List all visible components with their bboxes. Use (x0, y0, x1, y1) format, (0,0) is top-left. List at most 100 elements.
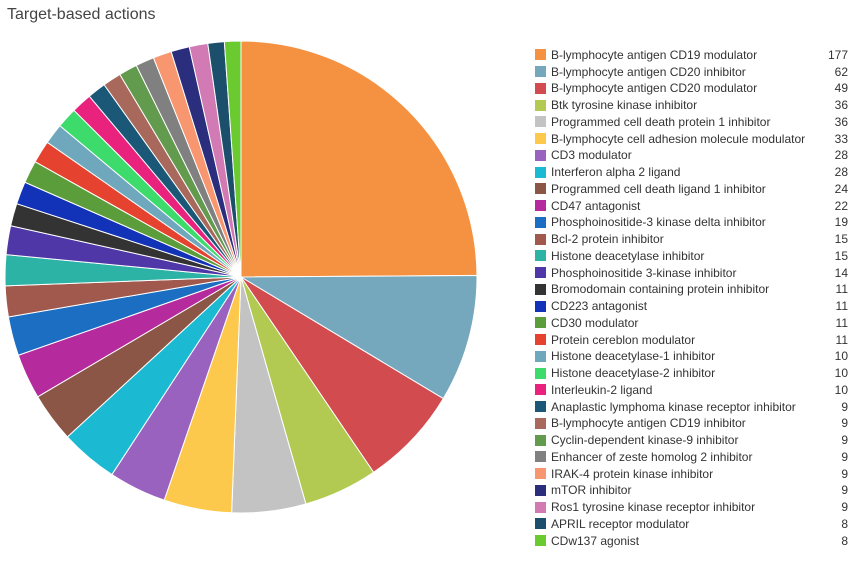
legend-item[interactable]: Bromodomain containing protein inhibitor… (535, 281, 848, 298)
legend-item[interactable]: CD3 modulator 28 (535, 147, 848, 164)
legend-item[interactable]: Histone deacetylase inhibitor 15 (535, 248, 848, 265)
legend-value: 15 (834, 232, 848, 247)
legend-swatch (535, 49, 546, 61)
chart-title: Target-based actions (7, 6, 156, 23)
legend-item[interactable]: Phosphoinositide 3-kinase inhibitor 14 (535, 264, 848, 281)
legend-item[interactable]: B-lymphocyte antigen CD20 inhibitor 62 (535, 63, 848, 80)
legend-label: APRIL receptor modulator (551, 516, 690, 531)
pie-slice[interactable] (223, 40, 242, 278)
legend-label: CD47 antagonist (551, 198, 641, 213)
legend-value: 9 (841, 399, 848, 414)
legend-label: CD3 modulator (551, 148, 632, 163)
legend-value: 9 (841, 466, 848, 481)
legend-value: 19 (834, 215, 848, 230)
legend-swatch (535, 283, 546, 295)
legend-item[interactable]: Programmed cell death protein 1 inhibito… (535, 114, 848, 131)
legend-value: 28 (834, 148, 848, 163)
legend-item[interactable]: Interleukin-2 ligand 10 (535, 382, 848, 399)
legend-swatch (535, 200, 546, 212)
legend-item[interactable]: B-lymphocyte antigen CD20 modulator 49 (535, 80, 848, 97)
legend-item[interactable]: Programmed cell death ligand 1 inhibitor… (535, 181, 848, 198)
legend-label: B-lymphocyte antigen CD20 inhibitor (551, 64, 746, 79)
legend-label: mTOR inhibitor (551, 483, 632, 498)
legend-item[interactable]: CD47 antagonist 22 (535, 197, 848, 214)
legend-item[interactable]: Protein cereblon modulator 11 (535, 331, 848, 348)
legend-value: 11 (835, 299, 848, 314)
legend-swatch (535, 133, 546, 145)
legend-item[interactable]: mTOR inhibitor 9 (535, 482, 848, 499)
legend-item[interactable]: Histone deacetylase-2 inhibitor 10 (535, 365, 848, 382)
legend-label: Histone deacetylase-2 inhibitor (551, 366, 716, 381)
legend-label: Phosphoinositide 3-kinase inhibitor (551, 265, 737, 280)
legend-swatch (535, 535, 546, 547)
legend-value: 36 (834, 114, 848, 129)
legend-item[interactable]: Cyclin-dependent kinase-9 inhibitor 9 (535, 432, 848, 449)
legend-item[interactable]: B-lymphocyte antigen CD19 inhibitor 9 (535, 415, 848, 432)
legend-value: 10 (834, 366, 848, 381)
legend-swatch (535, 99, 546, 111)
pie-chart (4, 40, 478, 514)
legend-item[interactable]: B-lymphocyte antigen CD19 modulator 177 (535, 47, 848, 64)
legend-value: 33 (834, 131, 848, 146)
legend-item[interactable]: Histone deacetylase-1 inhibitor 10 (535, 348, 848, 365)
legend-label: Ros1 tyrosine kinase receptor inhibitor (551, 500, 756, 515)
legend-item[interactable]: Bcl-2 protein inhibitor 15 (535, 231, 848, 248)
legend-value: 24 (834, 181, 848, 196)
legend-label: Bromodomain containing protein inhibitor (551, 282, 770, 297)
legend-label: Anaplastic lymphoma kinase receptor inhi… (551, 399, 796, 414)
legend-item[interactable]: Ros1 tyrosine kinase receptor inhibitor 9 (535, 499, 848, 516)
pie-slice[interactable] (239, 274, 478, 400)
legend-value: 9 (841, 483, 848, 498)
legend-swatch (535, 518, 546, 530)
legend-label: Programmed cell death protein 1 inhibito… (551, 114, 771, 129)
legend-swatch (535, 300, 546, 312)
legend-label: B-lymphocyte antigen CD20 modulator (551, 81, 758, 96)
legend-swatch (535, 116, 546, 128)
legend-swatch (535, 149, 546, 161)
legend-label: Btk tyrosine kinase inhibitor (551, 98, 698, 113)
legend-value: 28 (834, 165, 848, 180)
legend-item[interactable]: Btk tyrosine kinase inhibitor 36 (535, 97, 848, 114)
legend-value: 177 (827, 47, 848, 62)
legend-label: CDw137 agonist (551, 533, 640, 548)
legend-swatch (535, 434, 546, 446)
legend-item[interactable]: Interferon alpha 2 ligand 28 (535, 164, 848, 181)
legend-item[interactable]: Anaplastic lymphoma kinase receptor inhi… (535, 398, 848, 415)
legend-swatch (535, 401, 546, 413)
legend-item[interactable]: Phosphoinositide-3 kinase delta inhibito… (535, 214, 848, 231)
legend-item[interactable]: Enhancer of zeste homolog 2 inhibitor 9 (535, 449, 848, 466)
legend-value: 9 (841, 416, 848, 431)
pie-slice[interactable] (240, 40, 478, 278)
legend-value: 36 (834, 98, 848, 113)
legend-label: Cyclin-dependent kinase-9 inhibitor (551, 433, 739, 448)
legend-swatch (535, 166, 546, 178)
legend-value: 10 (834, 382, 848, 397)
legend-label: B-lymphocyte antigen CD19 modulator (551, 47, 758, 62)
legend-value: 9 (841, 500, 848, 515)
legend-swatch (535, 484, 546, 496)
legend-label: CD223 antagonist (551, 299, 648, 314)
legend-item[interactable]: APRIL receptor modulator 8 (535, 516, 848, 533)
legend-label: IRAK-4 protein kinase inhibitor (551, 466, 714, 481)
legend-swatch (535, 384, 546, 396)
legend-label: Histone deacetylase-1 inhibitor (551, 349, 716, 364)
legend-item[interactable]: CD223 antagonist 11 (535, 298, 848, 315)
legend-label: Enhancer of zeste homolog 2 inhibitor (551, 449, 753, 464)
legend-swatch (535, 250, 546, 262)
legend-swatch (535, 367, 546, 379)
legend-swatch (535, 350, 546, 362)
legend-label: Histone deacetylase inhibitor (551, 248, 705, 263)
legend-value: 49 (834, 81, 848, 96)
legend-swatch (535, 66, 546, 78)
legend-label: Protein cereblon modulator (551, 332, 696, 347)
legend-label: CD30 modulator (551, 315, 639, 330)
legend-swatch (535, 216, 546, 228)
legend-swatch (535, 451, 546, 463)
legend-label: Programmed cell death ligand 1 inhibitor (551, 181, 766, 196)
legend-item[interactable]: CDw137 agonist 8 (535, 532, 848, 549)
legend-item[interactable]: IRAK-4 protein kinase inhibitor 9 (535, 465, 848, 482)
legend-item[interactable]: B-lymphocyte cell adhesion molecule modu… (535, 130, 848, 147)
legend-value: 11 (835, 282, 848, 297)
legend-item[interactable]: CD30 modulator 11 (535, 315, 848, 332)
